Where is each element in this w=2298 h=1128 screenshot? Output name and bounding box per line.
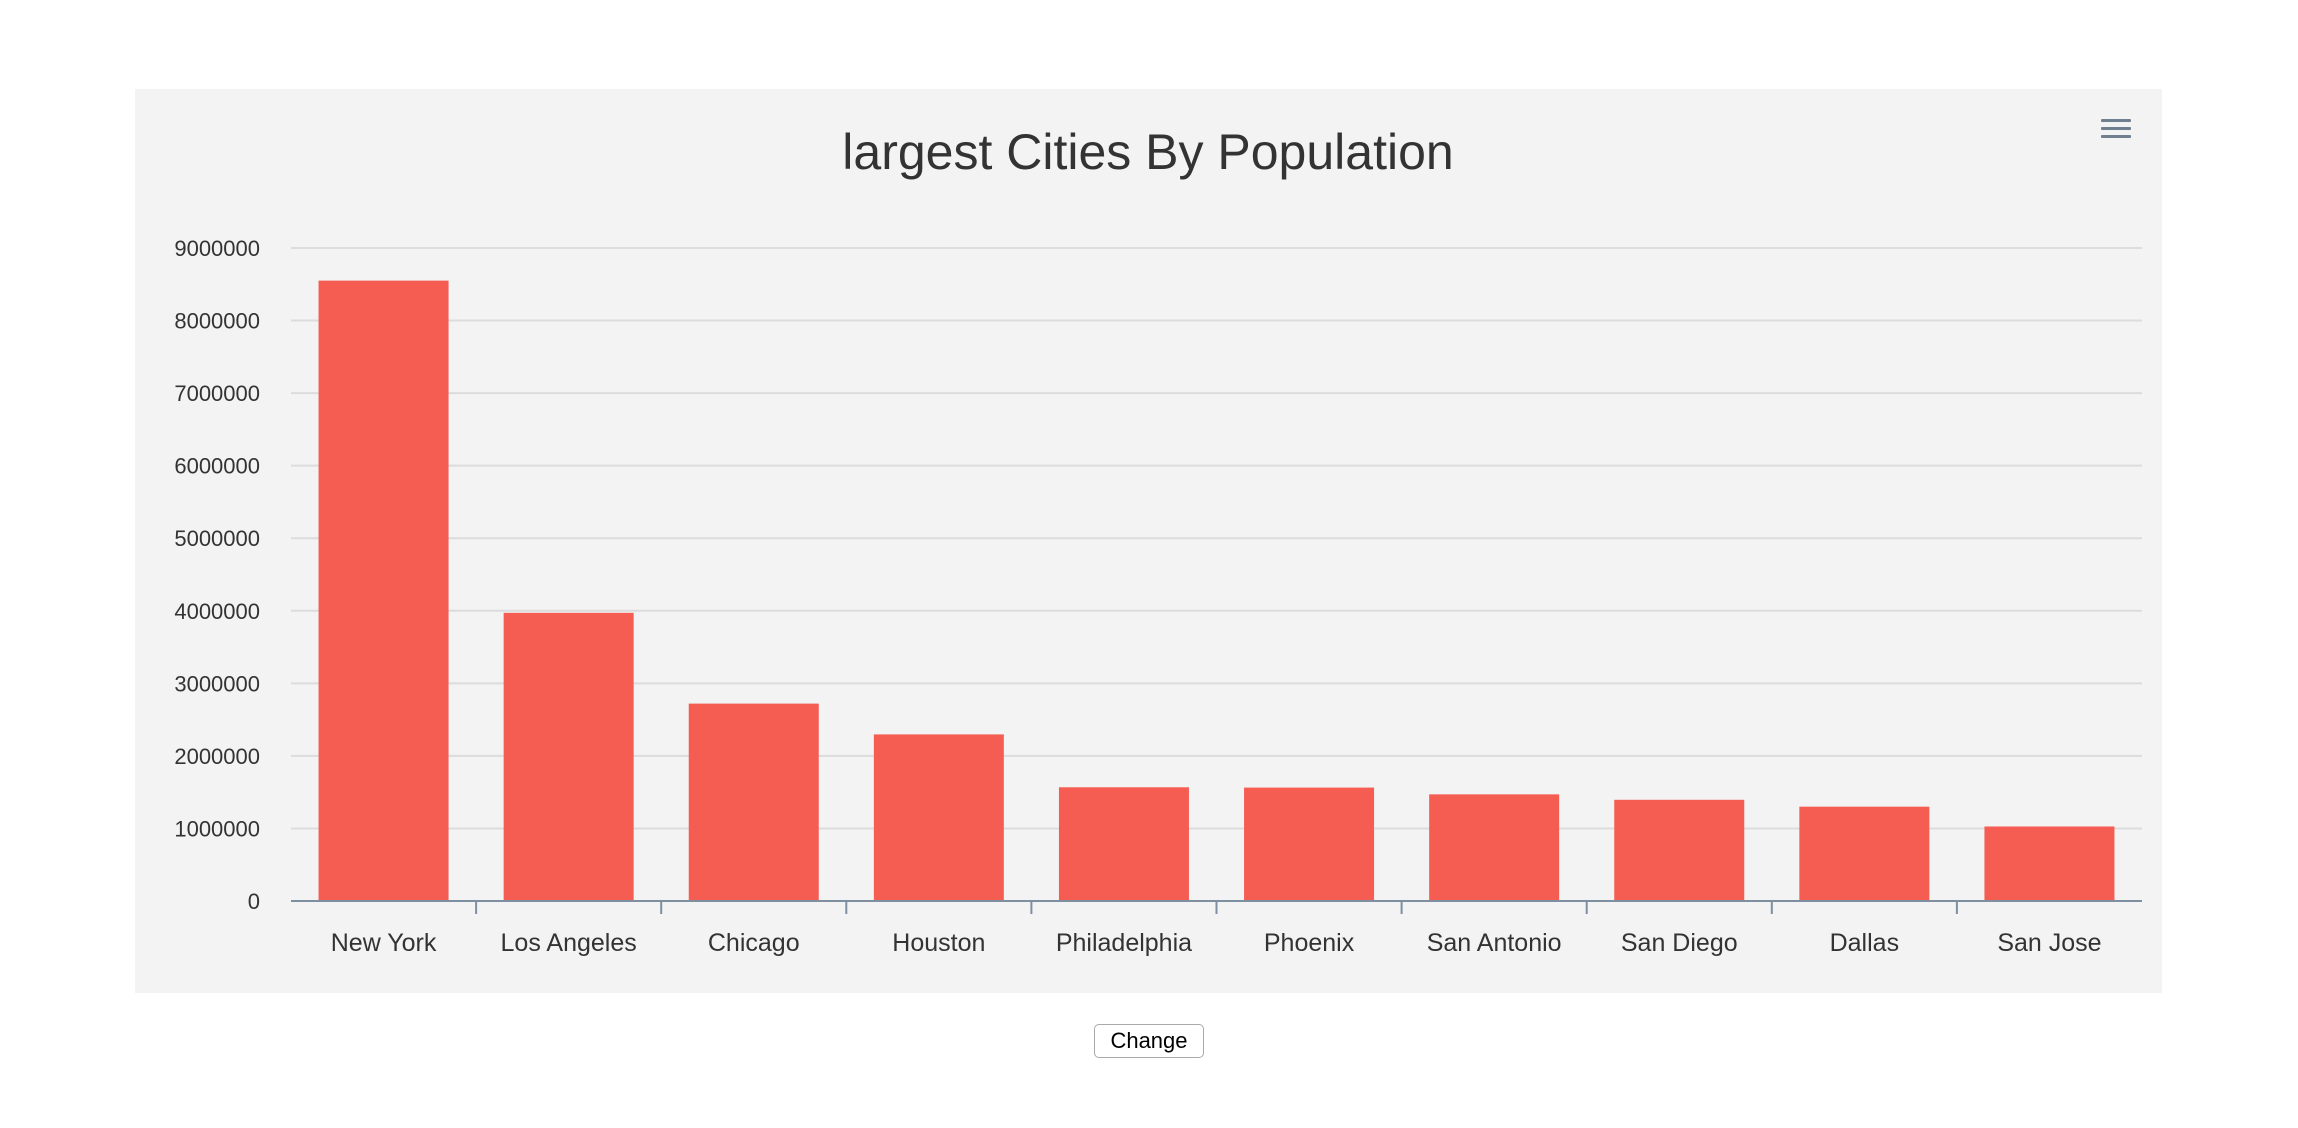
bar[interactable]	[1614, 799, 1745, 901]
bar[interactable]	[873, 734, 1004, 901]
bar[interactable]	[1429, 794, 1560, 901]
bar[interactable]	[318, 280, 449, 901]
x-tick-label: New York	[331, 929, 437, 957]
y-tick-label: 9000000	[174, 236, 260, 261]
chart-title: largest Cities By Population	[842, 124, 1453, 180]
bar[interactable]	[1799, 806, 1930, 901]
chart-panel: largest Cities By Population 0 1000000 200…	[135, 89, 2162, 993]
x-tick-label: San Diego	[1621, 929, 1738, 957]
y-tick-label: 8000000	[174, 309, 260, 334]
x-axis-labels: New York Los Angeles Chicago Houston Philade…	[331, 929, 2102, 957]
bar[interactable]	[1058, 787, 1189, 901]
change-button[interactable]: Change	[1094, 1024, 1204, 1058]
x-tick-label: San Antonio	[1427, 929, 1562, 957]
x-tick-label: Phoenix	[1264, 929, 1355, 957]
y-tick-label: 0	[248, 889, 260, 914]
y-tick-label: 4000000	[174, 599, 260, 624]
y-tick-label: 5000000	[174, 526, 260, 551]
bar[interactable]	[1244, 787, 1375, 901]
x-axis	[291, 900, 2142, 914]
bar[interactable]	[1984, 826, 2115, 901]
y-tick-label: 7000000	[174, 381, 260, 406]
y-tick-label: 6000000	[174, 454, 260, 479]
x-tick-label: Houston	[892, 929, 985, 957]
y-tick-label: 2000000	[174, 744, 260, 769]
bar-chart: largest Cities By Population 0 1000000 200…	[174, 124, 2142, 957]
bar[interactable]	[688, 703, 819, 901]
y-axis-labels: 0 1000000 2000000 3000000 4000000 5000000 6000…	[174, 236, 260, 914]
bar[interactable]	[503, 612, 634, 901]
x-tick-label: Dallas	[1830, 929, 1899, 957]
bars	[318, 280, 2115, 901]
x-tick-label: Philadelphia	[1056, 929, 1192, 957]
x-tick-label: Los Angeles	[501, 929, 637, 957]
hamburger-menu-icon[interactable]	[2098, 109, 2136, 143]
y-tick-label: 1000000	[174, 816, 260, 841]
x-tick-label: Chicago	[708, 929, 800, 957]
y-tick-label: 3000000	[174, 671, 260, 696]
x-tick-label: San Jose	[1997, 929, 2101, 957]
